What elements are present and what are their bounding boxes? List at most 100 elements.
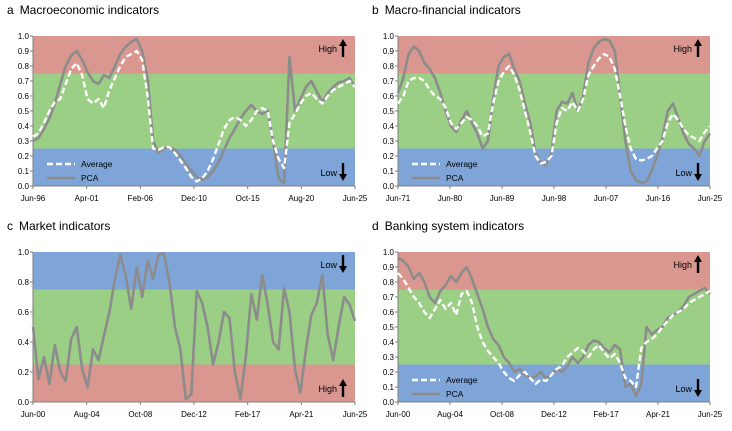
legend: Average PCA: [47, 159, 113, 183]
arrow-up-icon: [339, 379, 347, 386]
x-tick-label: Oct-08: [490, 410, 515, 419]
arrow-down-icon: [339, 174, 347, 181]
panel-d: d Banking system indicators 0.0 0.1 0.2 0.3 0.…: [372, 219, 723, 419]
marker-low: Low: [675, 379, 702, 397]
x-tick-label: Aug-04: [437, 410, 463, 419]
legend-label: Average: [446, 159, 478, 169]
x-tick-label: Dec-12: [181, 410, 207, 419]
panel-a: a Macroeconomic indicators 0.0 0.1 0.2 0.3 0.4…: [7, 3, 368, 203]
panel-title: c Market indicators: [7, 219, 110, 233]
y-tick-label: 0.9: [383, 47, 395, 56]
panel-letter: b: [372, 3, 379, 17]
series-line-pca: [31, 252, 357, 401]
panel-letter: a: [7, 3, 14, 17]
y-tick-label: 0.2: [383, 152, 395, 161]
legend-label: Average: [446, 375, 478, 385]
y-tick-label: 0.2: [18, 368, 30, 377]
x-tick-label: Feb-17: [235, 410, 261, 419]
band-high: [33, 36, 355, 74]
x-tick-label: Oct-15: [236, 194, 261, 203]
x-tick-label: Jun-96: [21, 194, 46, 203]
panel-title: a Macroeconomic indicators: [7, 3, 159, 17]
marker-high: High: [318, 379, 347, 397]
x-tick-label: Jun-25: [698, 410, 723, 419]
y-tick-label: 0.6: [383, 308, 395, 317]
y-tick-label: 0.1: [18, 167, 30, 176]
arrow-up-icon: [694, 39, 702, 46]
series-line-average: [397, 52, 711, 165]
y-tick-label: 0.1: [383, 383, 395, 392]
marker-label: High: [673, 44, 692, 54]
band-mid: [398, 289, 710, 365]
panel-title: b Macro-financial indicators: [372, 3, 521, 17]
y-tick-label: 0.7: [383, 77, 395, 86]
x-tick-label: Apr-01: [75, 194, 100, 203]
y-tick-label: 0.6: [18, 92, 30, 101]
y-tick-label: 0.6: [18, 308, 30, 317]
band-low: [398, 148, 710, 186]
y-tick-label: 1.0: [18, 248, 30, 257]
y-tick-label: 0.4: [383, 338, 395, 347]
x-tick-label: Jun-25: [343, 194, 368, 203]
y-tick-label: 0.1: [383, 167, 395, 176]
arrow-up-icon: [339, 39, 347, 46]
y-tick-label: 0.4: [18, 122, 30, 131]
series-line-pca: [32, 37, 357, 185]
x-tick-label: Feb-17: [593, 410, 619, 419]
marker-label: Low: [320, 260, 337, 270]
marker-label: Low: [320, 168, 337, 178]
y-tick-label: 0.7: [18, 77, 30, 86]
marker-high: High: [318, 39, 347, 57]
x-tick-label: Jun-00: [21, 410, 46, 419]
y-tick-label: 1.0: [383, 248, 395, 257]
y-tick-label: 0.0: [383, 182, 395, 191]
panel-title: d Banking system indicators: [372, 219, 524, 233]
panel-letter: d: [372, 219, 379, 233]
y-tick-label: 0.5: [18, 107, 30, 116]
y-tick-label: 0.0: [18, 398, 30, 407]
y-tick-label: 0.2: [18, 152, 30, 161]
y-tick-label: 1.0: [18, 32, 30, 41]
marker-high: High: [673, 255, 702, 273]
band-mid: [33, 73, 355, 149]
marker-label: Low: [675, 168, 692, 178]
y-tick-label: 0.3: [18, 137, 30, 146]
y-tick-label: 0.8: [18, 278, 30, 287]
marker-label: High: [318, 384, 337, 394]
band-high: [398, 36, 710, 74]
x-tick-label: Oct-08: [128, 410, 153, 419]
x-tick-label: Jun-00: [386, 410, 411, 419]
y-tick-label: 0.8: [383, 62, 395, 71]
x-tick-label: Apr-21: [646, 410, 671, 419]
legend: Average PCA: [412, 375, 478, 399]
panel-title-text: Macro-financial indicators: [385, 3, 521, 17]
band-low: [33, 252, 355, 290]
panel-title-text: Market indicators: [19, 219, 110, 233]
panel-c: c Market indicators 0.0 0.2 0.4 0.6 0.8 1.0 Jun-…: [7, 219, 368, 419]
panel-letter: c: [7, 219, 13, 233]
y-tick-label: 0.8: [18, 62, 30, 71]
y-tick-label: 1.0: [383, 32, 395, 41]
panel-title-text: Banking system indicators: [385, 219, 524, 233]
series-line-pca: [397, 256, 711, 398]
y-tick-label: 0.0: [383, 398, 395, 407]
x-tick-label: Aug-20: [288, 194, 314, 203]
marker-label: High: [673, 260, 692, 270]
y-tick-label: 0.4: [18, 338, 30, 347]
x-tick-label: Jun-25: [343, 410, 368, 419]
legend: Average PCA: [412, 159, 478, 183]
x-tick-label: Jun-25: [698, 194, 723, 203]
x-tick-label: Dec-12: [541, 410, 567, 419]
band-high: [398, 252, 710, 290]
marker-low: Low: [675, 163, 702, 181]
y-tick-label: 0.6: [383, 92, 395, 101]
y-tick-label: 0.9: [383, 263, 395, 272]
y-tick-label: 0.5: [383, 107, 395, 116]
legend-label: Average: [81, 159, 113, 169]
arrow-down-icon: [339, 266, 347, 273]
y-tick-label: 0.5: [383, 323, 395, 332]
marker-label: High: [318, 44, 337, 54]
panel-title-text: Macroeconomic indicators: [20, 3, 159, 17]
